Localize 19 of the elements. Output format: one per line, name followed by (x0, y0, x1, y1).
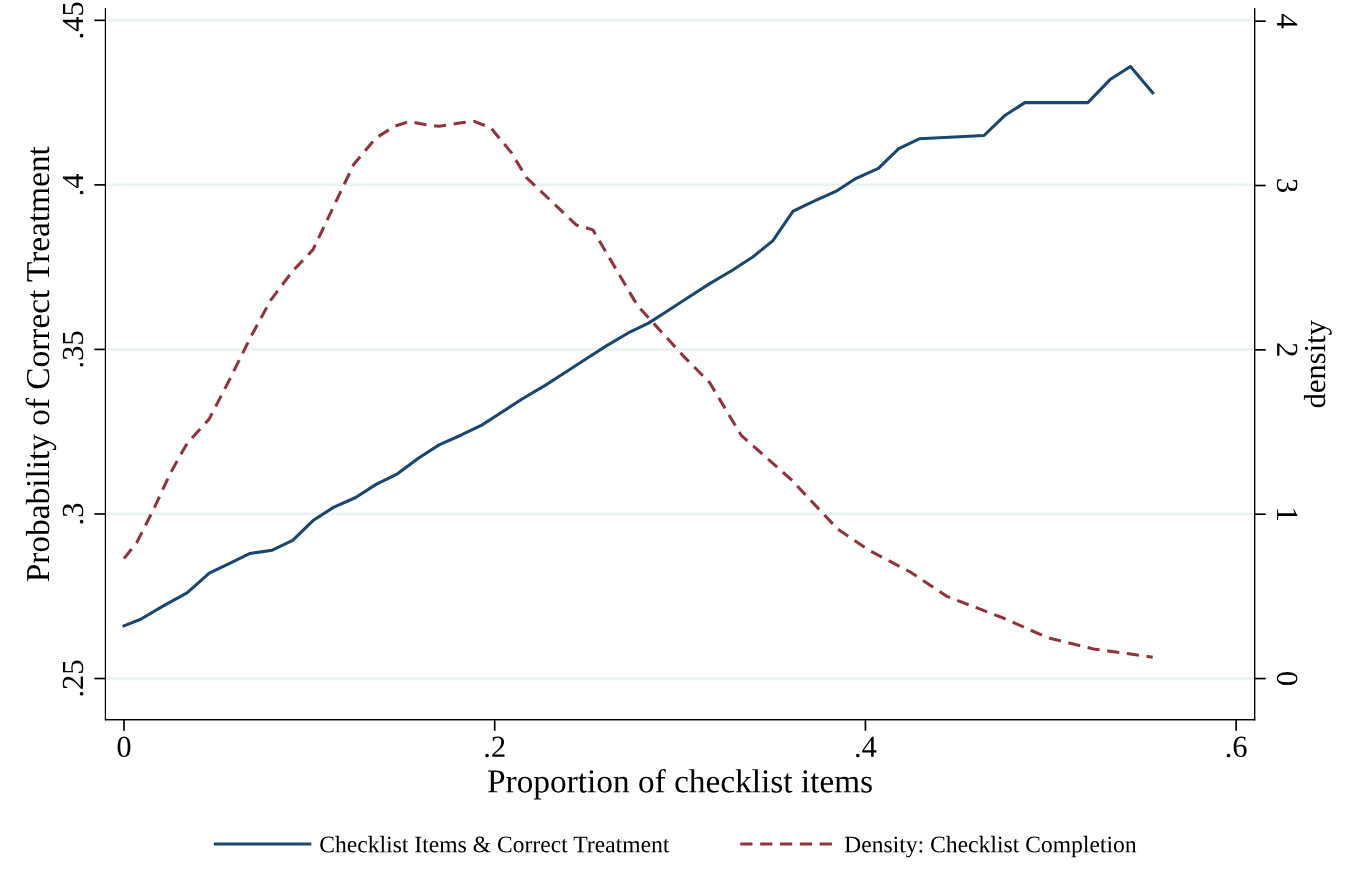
legend-label: Density: Checklist Completion (844, 835, 1137, 858)
y2-tick-label: 0 (1276, 672, 1298, 686)
y2-tick-label: 1 (1277, 509, 1298, 521)
y-tick-label: .4 (62, 173, 84, 195)
y-tick-label: .45 (62, 2, 84, 38)
y-tick-label: .35 (62, 331, 84, 367)
y-tick-label: .25 (62, 660, 84, 696)
y2-tick-label: 2 (1277, 343, 1298, 356)
y-tick-label: .3 (62, 503, 84, 524)
x-tick-label: .6 (1226, 736, 1247, 758)
y2-tick-label: 4 (1277, 14, 1298, 29)
legend-label: Checklist Items & Correct Treatment (320, 835, 670, 853)
y-axis-title: Probability of Correct Treatment (25, 146, 57, 582)
x-axis-title: Proportion of checklist items (487, 768, 872, 800)
x-tick-label: 0 (117, 736, 131, 758)
y2-axis-title: density (1303, 320, 1332, 408)
x-tick-label: .2 (485, 736, 505, 758)
x-tick-label: .4 (855, 736, 877, 758)
y2-tick-label: 3 (1276, 179, 1298, 192)
